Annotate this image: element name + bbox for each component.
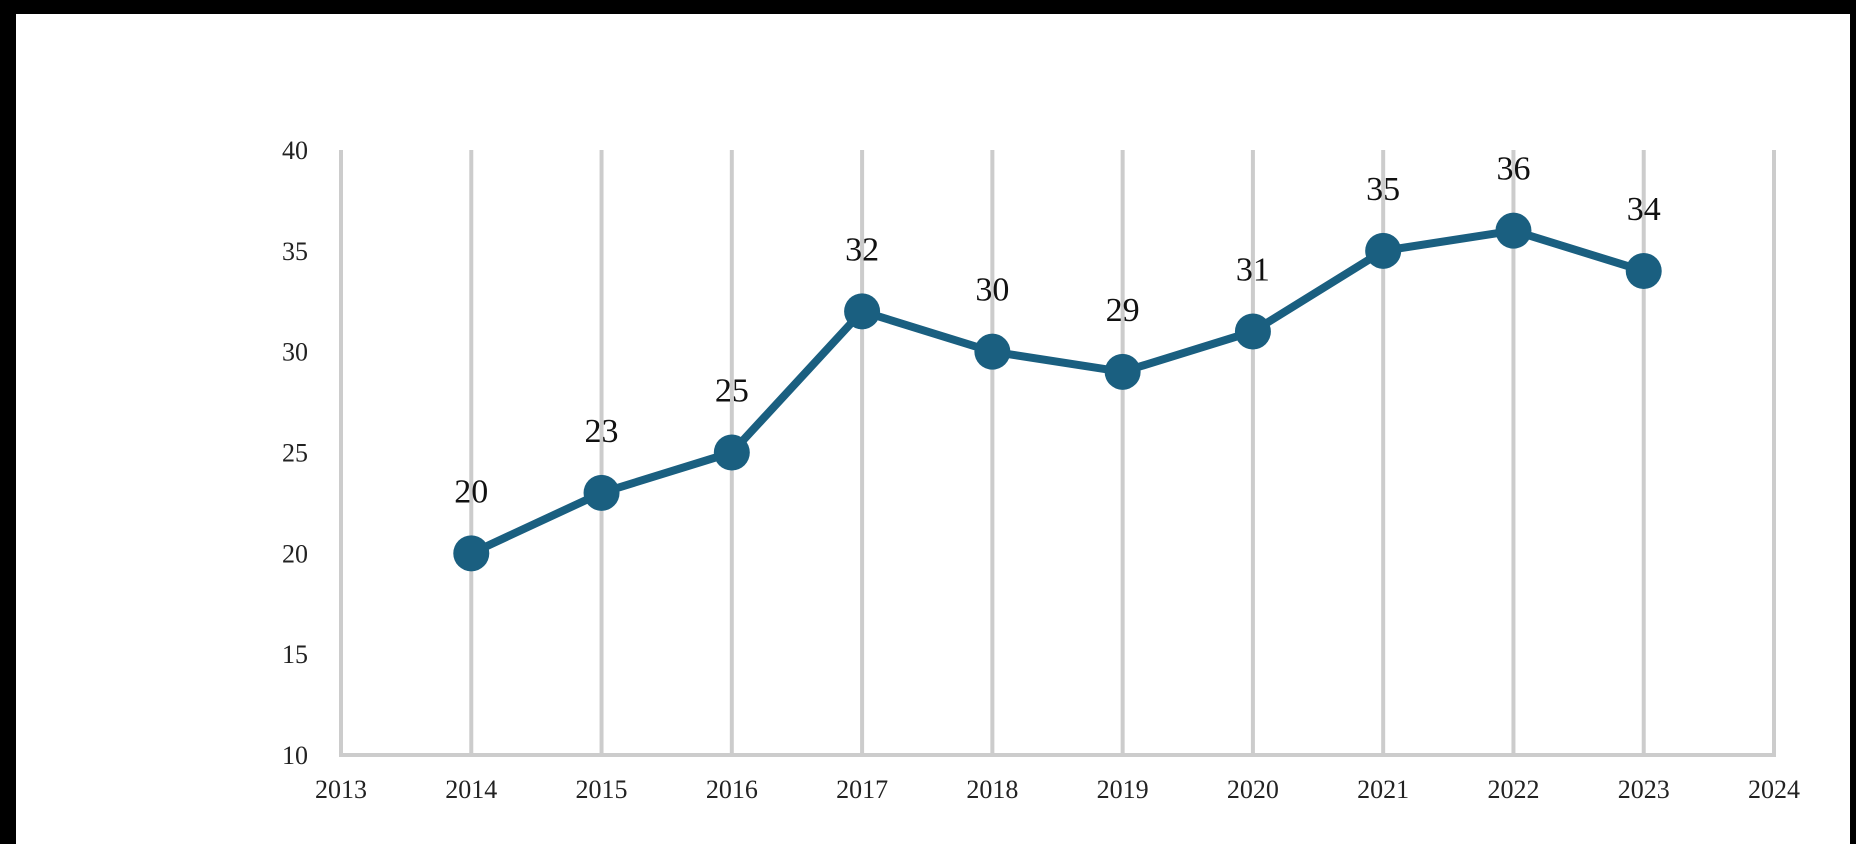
x-tick-label-2024: 2024 <box>1748 775 1800 804</box>
data-point-2017 <box>844 293 881 330</box>
y-tick-label-35: 35 <box>282 237 308 266</box>
y-axis-ticks: 10 15 20 25 30 35 40 <box>282 136 308 770</box>
y-tick-label-25: 25 <box>282 439 308 468</box>
y-tick-label-20: 20 <box>282 539 308 568</box>
x-tick-label-2020: 2020 <box>1227 775 1279 804</box>
x-tick-label-2017: 2017 <box>836 775 888 804</box>
data-label-2019: 29 <box>1106 292 1140 329</box>
data-point-2018 <box>974 333 1011 370</box>
x-tick-label-2014: 2014 <box>445 775 497 804</box>
series-line-path <box>467 226 1648 558</box>
y-tick-label-40: 40 <box>282 136 308 165</box>
data-label-2021: 35 <box>1366 171 1400 208</box>
x-tick-label-2018: 2018 <box>966 775 1018 804</box>
y-tick-label-30: 30 <box>282 338 308 367</box>
data-labels: 20 23 25 32 30 29 31 35 36 34 <box>454 151 1660 511</box>
y-tick-label-15: 15 <box>282 640 308 669</box>
data-label-2018: 30 <box>975 272 1009 309</box>
data-label-2016: 25 <box>715 373 749 410</box>
y-tick-label-10: 10 <box>282 741 308 770</box>
x-tick-label-2021: 2021 <box>1357 775 1409 804</box>
data-points <box>453 212 1662 572</box>
data-label-2014: 20 <box>454 473 488 510</box>
data-label-2020: 31 <box>1236 252 1270 289</box>
data-label-2015: 23 <box>585 413 619 450</box>
data-point-2016 <box>713 434 750 471</box>
data-point-2019 <box>1104 353 1141 390</box>
data-point-2023 <box>1625 253 1662 289</box>
x-axis-ticks: 2013 2014 2015 2016 2017 2018 2019 2020 2021 2022… <box>315 775 1800 804</box>
data-point-2014 <box>453 535 490 572</box>
data-label-2023: 34 <box>1627 191 1661 228</box>
gridlines <box>469 150 1776 755</box>
x-tick-label-2016: 2016 <box>706 775 758 804</box>
x-tick-label-2015: 2015 <box>576 775 628 804</box>
axes <box>339 150 1776 757</box>
series-line <box>467 226 1648 558</box>
data-point-2020 <box>1234 313 1271 350</box>
data-point-2015 <box>583 474 620 511</box>
data-label-2022: 36 <box>1496 151 1530 188</box>
x-tick-label-2013: 2013 <box>315 775 367 804</box>
data-label-2017: 32 <box>845 231 879 268</box>
x-tick-label-2022: 2022 <box>1487 775 1539 804</box>
data-point-2022 <box>1495 212 1532 249</box>
x-tick-label-2019: 2019 <box>1097 775 1149 804</box>
data-point-2021 <box>1365 232 1402 269</box>
x-tick-label-2023: 2023 <box>1618 775 1670 804</box>
